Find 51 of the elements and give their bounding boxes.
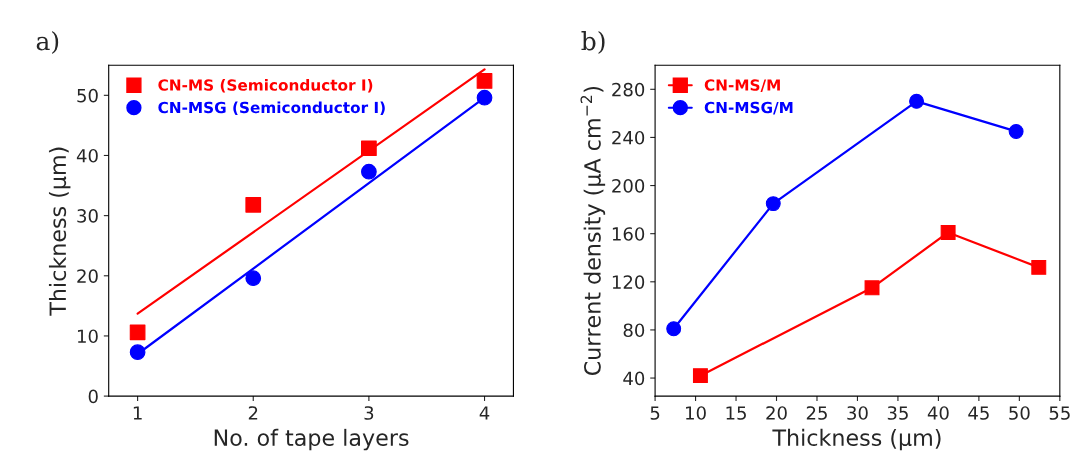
y-tick-label: 200 bbox=[612, 179, 645, 193]
x-tick-label: 10 bbox=[686, 406, 706, 420]
point bbox=[129, 324, 146, 341]
legend-label: CN-MSG/M bbox=[704, 101, 793, 115]
x-tick-label: 55 bbox=[1049, 406, 1070, 420]
y-tick-label: 240 bbox=[612, 130, 645, 145]
x-tick-label: 45 bbox=[968, 406, 989, 420]
x-axis-title: Thickness (μm) bbox=[772, 428, 941, 451]
x-axis-title: No. of tape layers bbox=[214, 428, 409, 451]
y-axis-title: Current density (μA cm$^{−2}$) bbox=[580, 86, 606, 376]
y-tick-label: 50 bbox=[77, 88, 98, 103]
y-tick-label: 40 bbox=[623, 371, 645, 386]
y-tick-label: 280 bbox=[612, 82, 645, 97]
y-axis-title: Thickness (μm) bbox=[48, 147, 71, 316]
y-tick-label: 10 bbox=[77, 329, 98, 344]
y-tick-label: 30 bbox=[77, 209, 98, 223]
x-tick-label: 2 bbox=[248, 406, 258, 420]
y-tick-label: 40 bbox=[76, 148, 98, 163]
x-tick-label: 40 bbox=[927, 406, 949, 420]
point bbox=[245, 270, 262, 287]
y-tick-label: 20 bbox=[77, 269, 98, 283]
y-tick-label: 0 bbox=[88, 389, 98, 404]
legend-label: CN-MS/M bbox=[704, 79, 780, 93]
point bbox=[940, 225, 956, 240]
x-tick-label: 5 bbox=[650, 406, 660, 420]
point bbox=[1031, 259, 1047, 275]
point bbox=[666, 321, 682, 337]
point bbox=[476, 73, 493, 89]
point bbox=[361, 163, 377, 180]
point bbox=[909, 93, 925, 109]
x-tick-label: 3 bbox=[364, 406, 374, 420]
legend-label: CN-MSG (Semiconductor I) bbox=[158, 101, 385, 116]
point bbox=[245, 196, 262, 213]
x-tick-label: 1 bbox=[133, 406, 142, 420]
point bbox=[864, 280, 880, 296]
x-tick-label: 4 bbox=[479, 406, 490, 420]
y-tick-label: 80 bbox=[623, 323, 645, 338]
point bbox=[765, 196, 781, 212]
point bbox=[1008, 123, 1024, 139]
x-tick-label: 50 bbox=[1009, 406, 1030, 420]
legend-label: CN-MS (Semiconductor I) bbox=[158, 78, 373, 93]
x-tick-label: 35 bbox=[887, 406, 908, 420]
y-tick-label: 160 bbox=[612, 227, 645, 241]
point bbox=[692, 368, 708, 384]
x-tick-label: 20 bbox=[766, 406, 787, 420]
y-tick-label: 120 bbox=[612, 275, 645, 289]
text: b) bbox=[581, 31, 605, 55]
x-tick-label: 15 bbox=[726, 406, 746, 420]
text: a) bbox=[36, 31, 59, 55]
x-tick-label: 25 bbox=[806, 406, 827, 420]
x-tick-label: 30 bbox=[847, 406, 868, 420]
